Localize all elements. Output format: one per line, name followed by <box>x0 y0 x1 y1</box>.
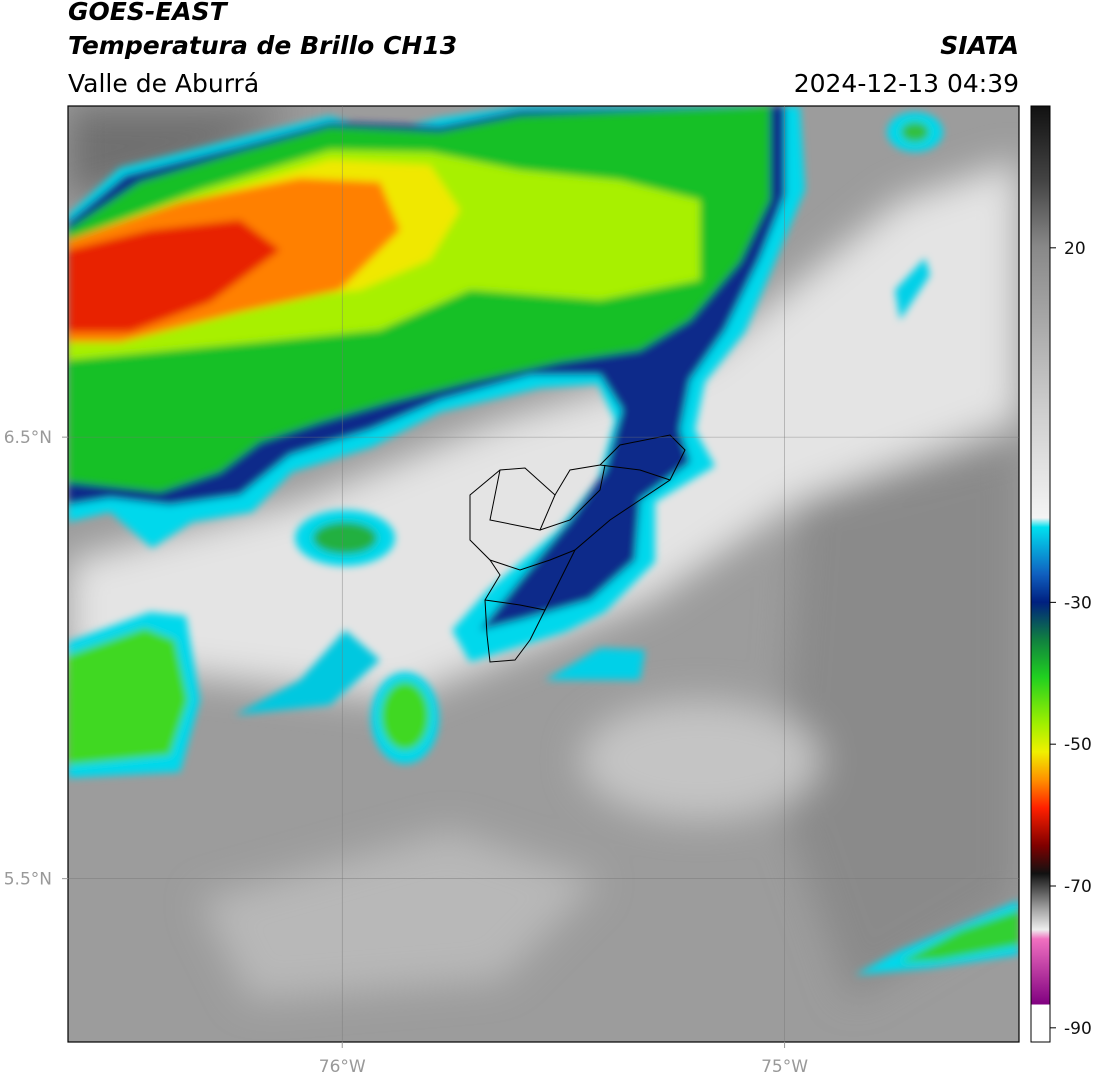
colorbar-tick-label: 20 <box>1064 239 1086 259</box>
y-tick-label: 6.5°N <box>4 428 52 448</box>
satellite: GOES-EAST <box>68 0 229 26</box>
x-tick-label: 75°W <box>761 1057 808 1077</box>
municipal-boundaries <box>469 434 686 663</box>
x-tick-label: 76°W <box>319 1057 366 1077</box>
colorbar-tick-label: -50 <box>1064 735 1092 755</box>
colorbar <box>1030 105 1051 1043</box>
datetime: 2024-12-13 04:39 <box>794 69 1019 98</box>
colorbar-tick-label: -70 <box>1064 877 1092 897</box>
satellite-image <box>68 106 1019 1042</box>
y-tick-label: 5.5°N <box>4 870 52 890</box>
product: Temperatura de Brillo CH13 <box>68 31 457 60</box>
region: Valle de Aburrá <box>68 69 259 98</box>
colorbar-tick-label: -90 <box>1064 1019 1092 1039</box>
colorbar-tick-label: -30 <box>1064 593 1092 613</box>
source: SIATA <box>940 31 1019 60</box>
map-frame <box>67 105 1020 1043</box>
